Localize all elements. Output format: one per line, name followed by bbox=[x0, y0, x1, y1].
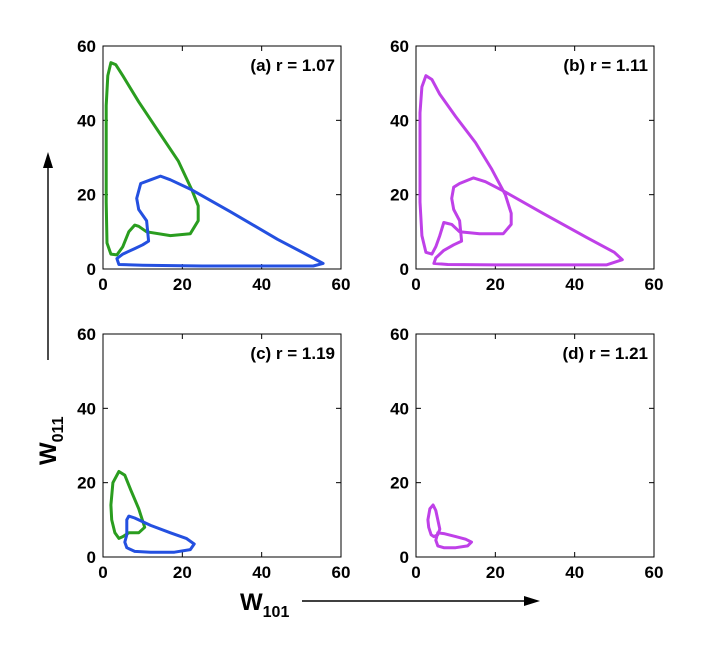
x-tick-label: 60 bbox=[332, 275, 351, 294]
x-tick-label: 60 bbox=[645, 275, 664, 294]
x-tick-label: 40 bbox=[565, 275, 584, 294]
x-tick-label: 0 bbox=[98, 275, 107, 294]
x-tick-label: 20 bbox=[173, 563, 192, 582]
axes-frame bbox=[415, 45, 655, 270]
x-axis-label-group: W101 bbox=[240, 589, 540, 621]
x-tick-label: 0 bbox=[411, 275, 420, 294]
x-tick-label: 20 bbox=[486, 275, 505, 294]
y-tick-label: 20 bbox=[77, 186, 96, 205]
y-axis-label-sub: 011 bbox=[50, 416, 67, 442]
x-tick-label: 0 bbox=[411, 563, 420, 582]
panel-b: 0 20 40 60 0 20 40 60 (b) r = 1.11 bbox=[390, 37, 663, 294]
y-tick-label: 40 bbox=[77, 399, 96, 418]
series-curve-2 bbox=[434, 531, 473, 550]
x-tick-label: 20 bbox=[486, 563, 505, 582]
x-tick-label: 0 bbox=[98, 563, 107, 582]
y-axis-label-main: W bbox=[35, 442, 62, 465]
series-curve-1 bbox=[109, 470, 147, 540]
x-tick-label: 60 bbox=[645, 563, 664, 582]
y-tick-label: 20 bbox=[77, 474, 96, 493]
y-tick-label: 20 bbox=[390, 474, 409, 493]
y-tick-label: 20 bbox=[390, 186, 409, 205]
series-curve-1 bbox=[418, 74, 513, 256]
y-tick-label: 60 bbox=[77, 325, 96, 344]
x-tick-label: 60 bbox=[332, 563, 351, 582]
axes-frame bbox=[102, 333, 342, 558]
axes-frame bbox=[415, 333, 655, 558]
y-axis-arrowhead bbox=[43, 152, 53, 168]
series-curve-1 bbox=[426, 503, 442, 539]
panel-d: 0 20 40 60 0 20 40 60 (d) r = 1.21 bbox=[390, 325, 663, 582]
y-tick-label: 40 bbox=[77, 111, 96, 130]
series-curve-2 bbox=[115, 174, 325, 268]
series-curve-1 bbox=[104, 61, 200, 257]
x-tick-label: 40 bbox=[565, 563, 584, 582]
series-curve-2 bbox=[123, 514, 196, 554]
x-tick-label: 20 bbox=[173, 275, 192, 294]
panels: 0 20 40 60 0 20 40 60 (a) r = 1.07 0 20 40 60 0 20 40 60… bbox=[77, 37, 663, 582]
y-tick-label: 0 bbox=[400, 260, 409, 279]
panel-annotation: (c) r = 1.19 bbox=[250, 344, 335, 363]
x-axis-label-sub: 101 bbox=[263, 604, 290, 621]
y-axis-label-group: W011 bbox=[35, 152, 67, 465]
y-tick-label: 60 bbox=[77, 37, 96, 56]
y-tick-label: 60 bbox=[390, 325, 409, 344]
y-tick-label: 40 bbox=[390, 399, 409, 418]
y-tick-label: 0 bbox=[87, 548, 96, 567]
axes-frame bbox=[102, 45, 342, 270]
x-tick-label: 40 bbox=[252, 275, 271, 294]
panel-annotation: (d) r = 1.21 bbox=[562, 344, 648, 363]
x-axis-label: W101 bbox=[240, 589, 289, 621]
panel-a: 0 20 40 60 0 20 40 60 (a) r = 1.07 bbox=[77, 37, 350, 294]
x-axis-arrowhead bbox=[524, 596, 540, 606]
y-tick-label: 40 bbox=[390, 111, 409, 130]
x-tick-label: 40 bbox=[252, 563, 271, 582]
y-tick-label: 0 bbox=[400, 548, 409, 567]
series-curve-2 bbox=[432, 176, 624, 267]
panel-c: 0 20 40 60 0 20 40 60 (c) r = 1.19 bbox=[77, 325, 350, 582]
y-axis-label: W011 bbox=[35, 416, 67, 465]
x-axis-label-main: W bbox=[240, 589, 263, 616]
panel-annotation: (a) r = 1.07 bbox=[250, 56, 335, 75]
y-tick-label: 0 bbox=[87, 260, 96, 279]
y-tick-label: 60 bbox=[390, 37, 409, 56]
panel-annotation: (b) r = 1.11 bbox=[563, 56, 648, 75]
